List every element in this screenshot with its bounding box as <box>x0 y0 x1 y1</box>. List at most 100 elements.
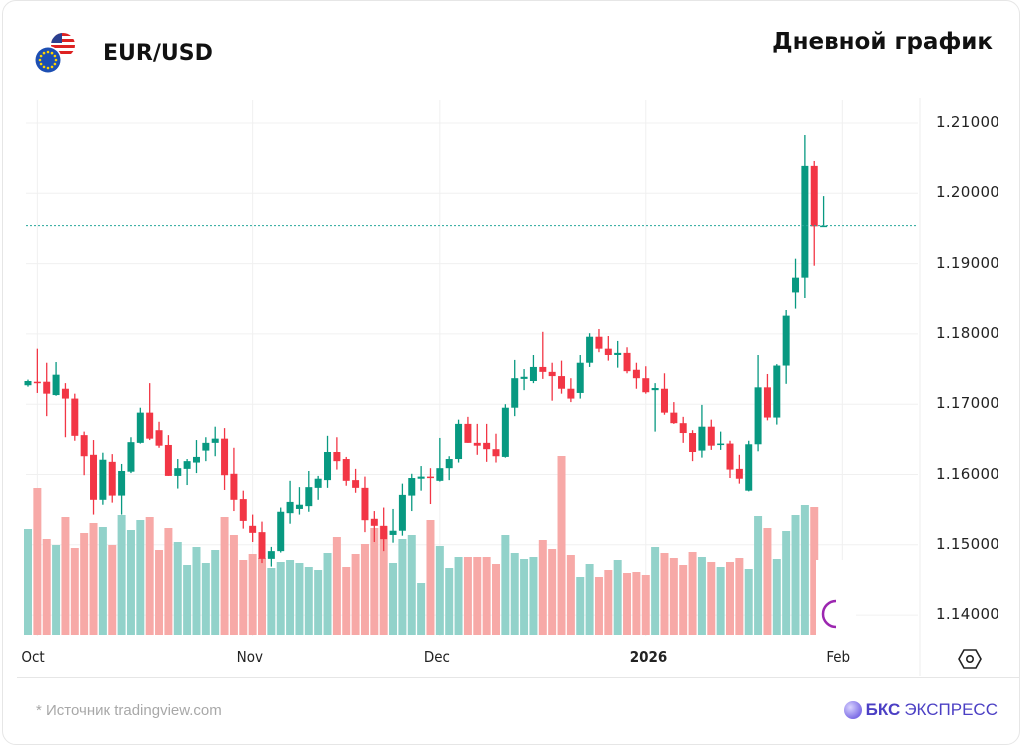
volume-bar <box>454 557 463 635</box>
candle-up <box>314 478 322 488</box>
candle-up <box>436 468 444 481</box>
volume-bar <box>688 552 697 635</box>
volume-bar <box>145 517 154 635</box>
candle-down <box>567 388 575 399</box>
candle-down <box>164 444 172 476</box>
candle-up <box>305 487 313 507</box>
volume-bar <box>267 568 276 635</box>
candle-up <box>295 504 303 509</box>
candle-up <box>408 478 416 496</box>
price-axis-label: 1.19000 <box>936 253 998 272</box>
candle-down <box>642 378 650 393</box>
chart-type-title: Дневной график <box>772 29 993 55</box>
volume-bar <box>520 559 529 635</box>
volume-bar <box>641 575 650 635</box>
candle-up <box>183 461 191 469</box>
volume-bar <box>810 507 819 635</box>
candle-up <box>389 530 397 535</box>
volume-bar <box>304 567 313 635</box>
eu-star-icon <box>39 54 43 58</box>
brand-logo[interactable]: БКС ЭКСПРЕСС <box>843 700 998 720</box>
volume-bar <box>126 530 135 635</box>
price-axis-label: 1.21000 <box>936 113 998 131</box>
candle-down <box>670 412 678 424</box>
candle-up <box>511 378 519 408</box>
volume-bar <box>548 549 557 635</box>
candle-up <box>174 468 182 476</box>
volume-bar <box>613 560 622 635</box>
time-axis-label: Dec <box>423 648 450 666</box>
volume-bar <box>735 558 744 635</box>
price-axis-label: 1.15000 <box>936 534 998 553</box>
volume-bar <box>276 562 285 635</box>
volume-bar <box>445 568 454 635</box>
volume-bar <box>370 528 379 635</box>
volume-bar <box>155 550 164 635</box>
candle-down <box>735 468 743 479</box>
tradingview-logo-icon <box>816 560 856 636</box>
candle-down <box>558 376 566 389</box>
volume-bar <box>726 562 734 635</box>
volume-bar <box>314 570 323 635</box>
time-axis-label: Nov <box>236 648 263 666</box>
volume-bar <box>754 516 763 635</box>
candle-down <box>623 352 631 372</box>
price-axis-label: 1.16000 <box>936 464 998 483</box>
candle-down <box>333 452 341 462</box>
candle-up <box>202 442 210 451</box>
price-axis-label: 1.18000 <box>936 323 998 342</box>
candle-up <box>792 277 800 293</box>
time-axis-label: Oct <box>21 648 45 666</box>
price-axis-label: 1.14000 <box>936 605 998 624</box>
volume-bar <box>782 531 791 635</box>
candle-down <box>155 430 163 446</box>
volume-bar <box>379 526 388 635</box>
settings-icon[interactable] <box>958 648 982 670</box>
volume-bar <box>772 559 781 635</box>
chart-area[interactable] <box>17 99 1019 678</box>
volume-bar <box>697 557 706 635</box>
candle-down <box>146 412 154 439</box>
volume-bar <box>164 528 173 635</box>
candle-down <box>380 525 388 540</box>
candle-down <box>230 473 238 500</box>
volume-bar <box>61 517 70 635</box>
candle-up <box>773 365 781 418</box>
volume-bar <box>585 564 594 635</box>
candle-down <box>426 476 434 479</box>
candle-up <box>576 362 584 393</box>
candle-down <box>80 435 88 457</box>
volume-bar <box>791 515 800 635</box>
volume-bar <box>557 456 566 635</box>
candle-down <box>632 369 640 379</box>
candles <box>24 134 828 567</box>
candle-down <box>763 387 771 418</box>
candle-up <box>820 225 828 228</box>
candle-down <box>473 442 481 446</box>
volume-bar <box>248 554 257 635</box>
brand-circle-icon <box>843 701 862 719</box>
candle-down <box>258 532 266 559</box>
eu-star-icon <box>50 51 54 55</box>
candle-up <box>745 444 753 491</box>
volume-bar <box>117 515 126 635</box>
volume-bars <box>24 456 828 635</box>
candle-up <box>586 336 594 363</box>
candle-down <box>71 398 79 436</box>
candle-down <box>370 518 378 526</box>
volume-bar <box>136 520 145 635</box>
volume-bar <box>623 573 632 635</box>
volume-bar <box>220 517 229 635</box>
candle-up <box>398 494 406 531</box>
time-axis-label: 2026 <box>629 648 668 666</box>
volume-bar <box>342 567 351 635</box>
candle-down <box>61 388 69 399</box>
candle-down <box>33 381 41 384</box>
volume-bar <box>295 563 304 635</box>
volume-bar <box>173 542 182 635</box>
candle-down <box>361 487 369 521</box>
eu-flag-icon <box>34 46 62 74</box>
candle-down <box>108 461 116 496</box>
currency-flags-icon <box>34 33 75 74</box>
